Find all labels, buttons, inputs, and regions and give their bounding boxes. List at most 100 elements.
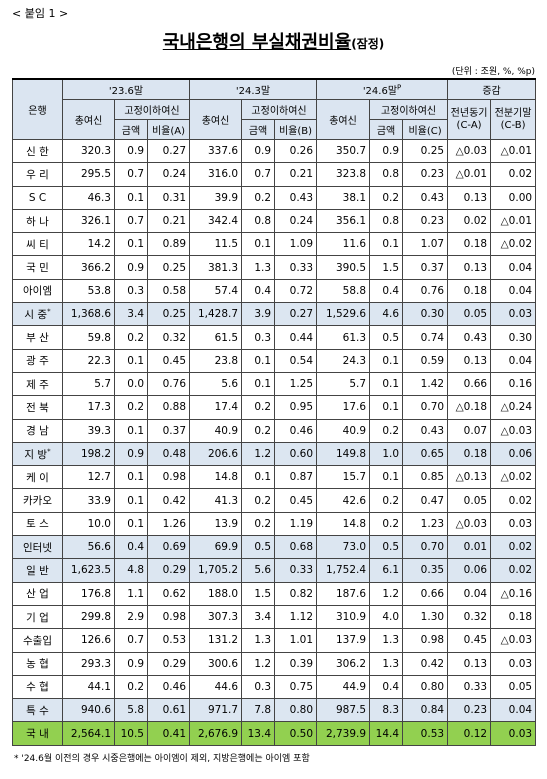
cell-value: 17.6 bbox=[316, 395, 371, 420]
cell-value: 0.65 bbox=[402, 441, 449, 467]
cell-value: 0.26 bbox=[274, 138, 318, 164]
cell-value: 0.1 bbox=[114, 185, 148, 210]
cell-value: 0.16 bbox=[490, 371, 537, 397]
cell-value: 0.45 bbox=[274, 488, 318, 513]
bank-name: 특 수 bbox=[12, 698, 63, 723]
cell-value: 1,368.6 bbox=[62, 302, 115, 327]
cell-value: 0.98 bbox=[402, 628, 449, 653]
cell-value: 3.4 bbox=[114, 302, 148, 327]
cell-value: 4.0 bbox=[369, 604, 404, 630]
cell-value: 17.4 bbox=[189, 395, 243, 420]
cell-value: 0.59 bbox=[402, 348, 449, 373]
cell-value: 0.69 bbox=[146, 535, 191, 560]
cell-value: 0.01 bbox=[447, 535, 492, 560]
cell-value: 149.8 bbox=[316, 441, 371, 467]
cell-value: 1.3 bbox=[369, 628, 404, 653]
total-loans-header: 총여신 bbox=[316, 99, 371, 140]
cell-value: 0.70 bbox=[402, 395, 449, 420]
cell-value: 10.5 bbox=[114, 721, 148, 746]
cell-value: 356.1 bbox=[316, 208, 371, 234]
bank-label: 인터넷 bbox=[23, 541, 52, 554]
period-label: '24.6말 bbox=[362, 86, 398, 97]
cell-value: 1.23 bbox=[402, 511, 449, 537]
cell-value: 0.2 bbox=[241, 418, 276, 443]
cell-value: 0.23 bbox=[447, 698, 492, 723]
cell-value: 137.9 bbox=[316, 628, 371, 653]
cell-value: 0.47 bbox=[402, 488, 449, 513]
cell-value: 0.27 bbox=[146, 138, 191, 164]
bank-label: 아이엠 bbox=[23, 285, 52, 298]
cell-value: 0.2 bbox=[369, 511, 404, 537]
cell-value: 8.3 bbox=[369, 698, 404, 723]
bank-row: 특 수 940.6 5.8 0.61 971.7 7.8 0.80 987.5 8.3 0.84 0… bbox=[12, 698, 537, 723]
cell-value: 0.2 bbox=[114, 395, 148, 420]
bank-label: 경 남 bbox=[26, 425, 49, 438]
cell-value: 0.7 bbox=[114, 162, 148, 187]
bank-label: 전 북 bbox=[26, 401, 49, 414]
cell-value: 307.3 bbox=[189, 604, 243, 630]
cell-value: 0.1 bbox=[114, 418, 148, 443]
cell-value: 0.05 bbox=[490, 674, 537, 700]
cell-value: 11.5 bbox=[189, 232, 243, 257]
cell-value: 0.62 bbox=[146, 581, 191, 606]
diff-header-line: 전년 bbox=[450, 107, 470, 119]
cell-value: 6.1 bbox=[369, 558, 404, 583]
diff-header-line: (C-B) bbox=[500, 119, 526, 131]
cell-value: 0.66 bbox=[402, 581, 449, 606]
cell-value: 0.31 bbox=[146, 185, 191, 210]
cell-value: 295.5 bbox=[62, 162, 115, 187]
cell-value: 0.00 bbox=[490, 185, 537, 210]
bank-row: 산 업 176.8 1.1 0.62 188.0 1.5 0.82 187.6 1.2 0.66 0… bbox=[12, 581, 537, 606]
cell-value: 366.2 bbox=[62, 255, 115, 280]
cell-value: 0.02 bbox=[447, 208, 492, 234]
cell-value: 1,705.2 bbox=[189, 558, 243, 583]
cell-value: 1.5 bbox=[369, 255, 404, 280]
bank-sup: * bbox=[47, 447, 51, 455]
cell-value: 61.5 bbox=[189, 325, 243, 350]
bank-label: 광 주 bbox=[26, 355, 49, 368]
cell-value: 33.9 bbox=[62, 488, 115, 513]
cell-value: 0.03 bbox=[490, 511, 537, 537]
cell-value: 0.1 bbox=[241, 465, 276, 490]
cell-value: 2,676.9 bbox=[189, 721, 243, 746]
cell-value: 0.32 bbox=[447, 604, 492, 630]
cell-value: 0.07 bbox=[447, 418, 492, 443]
cell-value: 44.9 bbox=[316, 674, 371, 700]
bank-name: 시 중* bbox=[12, 302, 63, 327]
cell-value: △0.02 bbox=[490, 465, 537, 490]
cell-value: 0.13 bbox=[447, 348, 492, 373]
bank-row: 신 한 320.3 0.9 0.27 337.6 0.9 0.26 350.7 0.9 0.25 △… bbox=[12, 138, 537, 164]
cell-value: 326.1 bbox=[62, 208, 115, 234]
cell-value: 42.6 bbox=[316, 488, 371, 513]
cell-value: 0.1 bbox=[241, 371, 276, 397]
cell-value: 0.2 bbox=[369, 418, 404, 443]
cell-value: 5.6 bbox=[189, 371, 243, 397]
cell-value: 310.9 bbox=[316, 604, 371, 630]
cell-value: 0.13 bbox=[447, 185, 492, 210]
cell-value: 5.7 bbox=[62, 371, 115, 397]
bank-row: 수 협 44.1 0.2 0.46 44.6 0.3 0.75 44.9 0.4 0.80 0.33… bbox=[12, 674, 537, 700]
cell-value: 0.2 bbox=[369, 488, 404, 513]
cell-value: 0.21 bbox=[274, 162, 318, 187]
cell-value: 0.5 bbox=[369, 325, 404, 350]
bank-label: 산 업 bbox=[26, 588, 49, 601]
cell-value: 0.39 bbox=[274, 651, 318, 676]
cell-value: 0.04 bbox=[490, 348, 537, 373]
bank-row: 지 방* 198.2 0.9 0.48 206.6 1.2 0.60 149.8 1.0 0.65… bbox=[12, 441, 537, 467]
change-header: 증감 bbox=[447, 78, 537, 100]
cell-value: 0.25 bbox=[146, 255, 191, 280]
title-note: (잠정) bbox=[351, 37, 385, 51]
cell-value: 0.18 bbox=[447, 232, 492, 257]
cell-value: 1.30 bbox=[402, 604, 449, 630]
bank-row: S C 46.3 0.1 0.31 39.9 0.2 0.43 38.1 0.2 0.43 0.13… bbox=[12, 185, 537, 210]
cell-value: 0.42 bbox=[146, 488, 191, 513]
cell-value: 320.3 bbox=[62, 138, 115, 164]
cell-value: △0.02 bbox=[490, 232, 537, 257]
cell-value: 0.82 bbox=[274, 581, 318, 606]
cell-value: 0.8 bbox=[369, 208, 404, 234]
bank-name: 산 업 bbox=[12, 581, 63, 606]
bank-name: 국 민 bbox=[12, 255, 63, 280]
cell-value: 0.02 bbox=[490, 558, 537, 583]
cell-value: 0.13 bbox=[447, 651, 492, 676]
